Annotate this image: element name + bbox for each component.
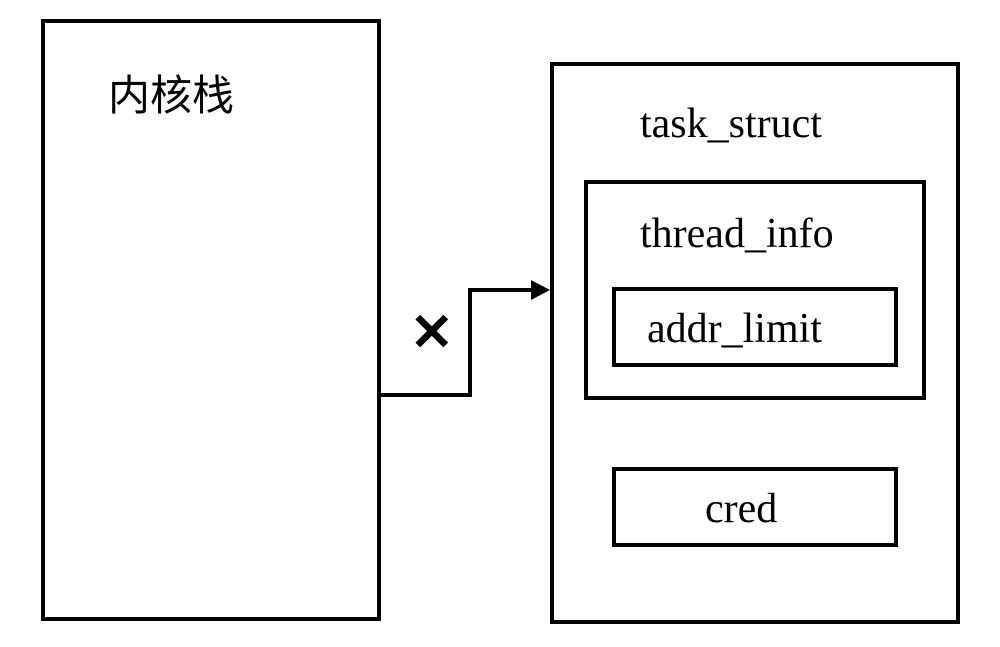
cross-icon: ✕ <box>410 303 454 363</box>
kernel-stack-label: 内核栈 <box>108 62 234 123</box>
thread-info-label: thread_info <box>640 210 834 258</box>
cred-label: cred <box>705 485 777 533</box>
arrow-icon <box>381 300 551 400</box>
task-struct-label: task_struct <box>640 100 822 148</box>
addr-limit-label: addr_limit <box>647 305 822 353</box>
